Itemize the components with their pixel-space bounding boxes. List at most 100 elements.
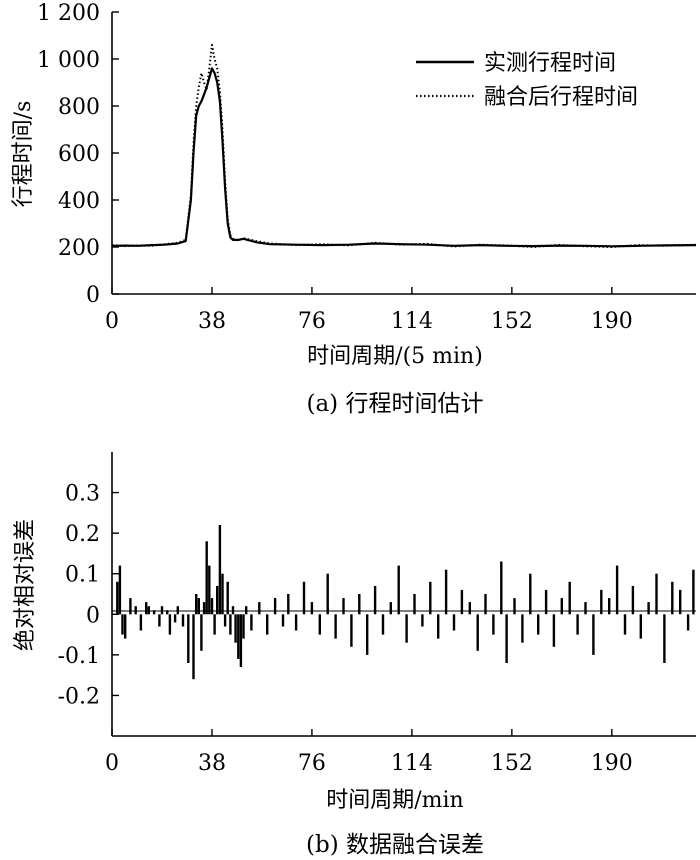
x-tick-label: 38 [198,309,226,334]
error-bar [639,614,642,639]
error-bar [258,602,261,615]
error-bar [568,581,571,615]
chart-a-x-axis-label: 时间周期/(5 min) [307,344,483,369]
error-bar [358,594,361,615]
error-bar [152,610,156,615]
error-bar [444,569,448,615]
chart-b-x-ticks: 0 38 76 114 152 190 [105,729,633,776]
error-bar [242,614,245,639]
x-tick-label: 152 [491,751,533,776]
error-bar [326,573,329,615]
error-bar [671,581,674,615]
y-tick-label: 400 [58,189,100,214]
error-bar [234,614,237,643]
error-bar [679,589,682,615]
error-bar [273,598,277,615]
error-bar [663,614,666,663]
error-bar [421,614,424,627]
error-bar [239,614,243,667]
error-bar [560,598,563,615]
x-tick-label: 0 [105,751,119,776]
error-bar [476,614,479,651]
chart-a-x-ticks: 0 38 76 114 152 190 [105,287,633,334]
error-bar [592,614,595,655]
error-bar [381,614,385,635]
error-bar [287,594,290,615]
error-bar [631,585,635,615]
error-bar [366,614,369,655]
error-bar [202,602,206,615]
error-bar [266,614,269,635]
error-bar [226,581,229,615]
error-bar [513,598,516,615]
error-bar [429,581,432,615]
error-bar [397,565,400,615]
x-tick-label: 76 [298,309,326,334]
error-bar [118,565,122,615]
error-bar [521,614,524,643]
x-tick-label: 190 [591,751,633,776]
error-bar [350,614,353,647]
error-bar [216,585,219,615]
error-bar [281,614,285,627]
error-bar [686,614,690,631]
legend-label-fused: 融合后行程时间 [484,85,638,110]
error-bar [160,606,164,615]
chart-b-y-ticks: -0.2 -0.1 0 0.1 0.2 0.3 [58,482,119,709]
error-bar [294,614,298,631]
error-bar [615,565,619,615]
error-bar [492,614,495,635]
chart-b-y-axis-label: 绝对相对误差 [13,519,38,651]
series-line-measured [111,67,697,248]
error-bar [452,614,456,631]
y-tick-label: 600 [58,142,100,167]
chart-b-x-axis-label: 时间周期/min [326,788,463,813]
error-bar [529,573,532,615]
error-bar [302,581,306,615]
y-tick-label: 0.2 [65,522,100,547]
error-bar [310,602,314,615]
error-bar [200,614,203,651]
y-tick-label: 200 [58,236,100,261]
error-bar [405,614,408,643]
y-tick-label: 800 [58,95,100,120]
error-bar [116,581,119,615]
error-bar [318,614,321,635]
error-bar [484,594,487,615]
error-bar [197,598,200,615]
chart-panel-b: -0.2 -0.1 0 0.1 0.2 0.3 0 38 76 114 152 190 绝对相对误差… [13,452,696,858]
error-bar [552,614,556,647]
error-bar [250,614,253,631]
error-bar [334,614,337,639]
error-bar [231,606,235,615]
y-tick-label: 0.3 [65,482,100,507]
error-bar [342,598,345,615]
error-bar [124,614,127,639]
error-bar [205,541,208,615]
error-bar [229,614,232,635]
chart-b-caption: (b) 数据融合误差 [306,832,484,858]
error-bar [121,614,124,635]
error-bar [544,589,548,615]
error-bar [134,606,137,615]
chart-a-caption: (a) 行程时间估计 [307,391,484,417]
error-bar [145,602,148,615]
error-bar [505,614,508,663]
y-tick-label: 1 200 [37,1,100,26]
error-bar [173,614,177,623]
error-bar [139,614,143,631]
y-tick-label: 1 000 [37,48,100,73]
error-bar [147,606,150,615]
error-bar [623,614,627,635]
error-bar [221,573,224,615]
error-bar [195,594,198,615]
error-bar [584,602,587,615]
error-bar [608,598,611,615]
error-bar [166,610,169,615]
error-bar [245,606,248,615]
error-bar [600,589,603,615]
x-tick-label: 114 [391,751,433,776]
error-bar [576,614,579,635]
chart-a-plot-area [111,43,697,248]
